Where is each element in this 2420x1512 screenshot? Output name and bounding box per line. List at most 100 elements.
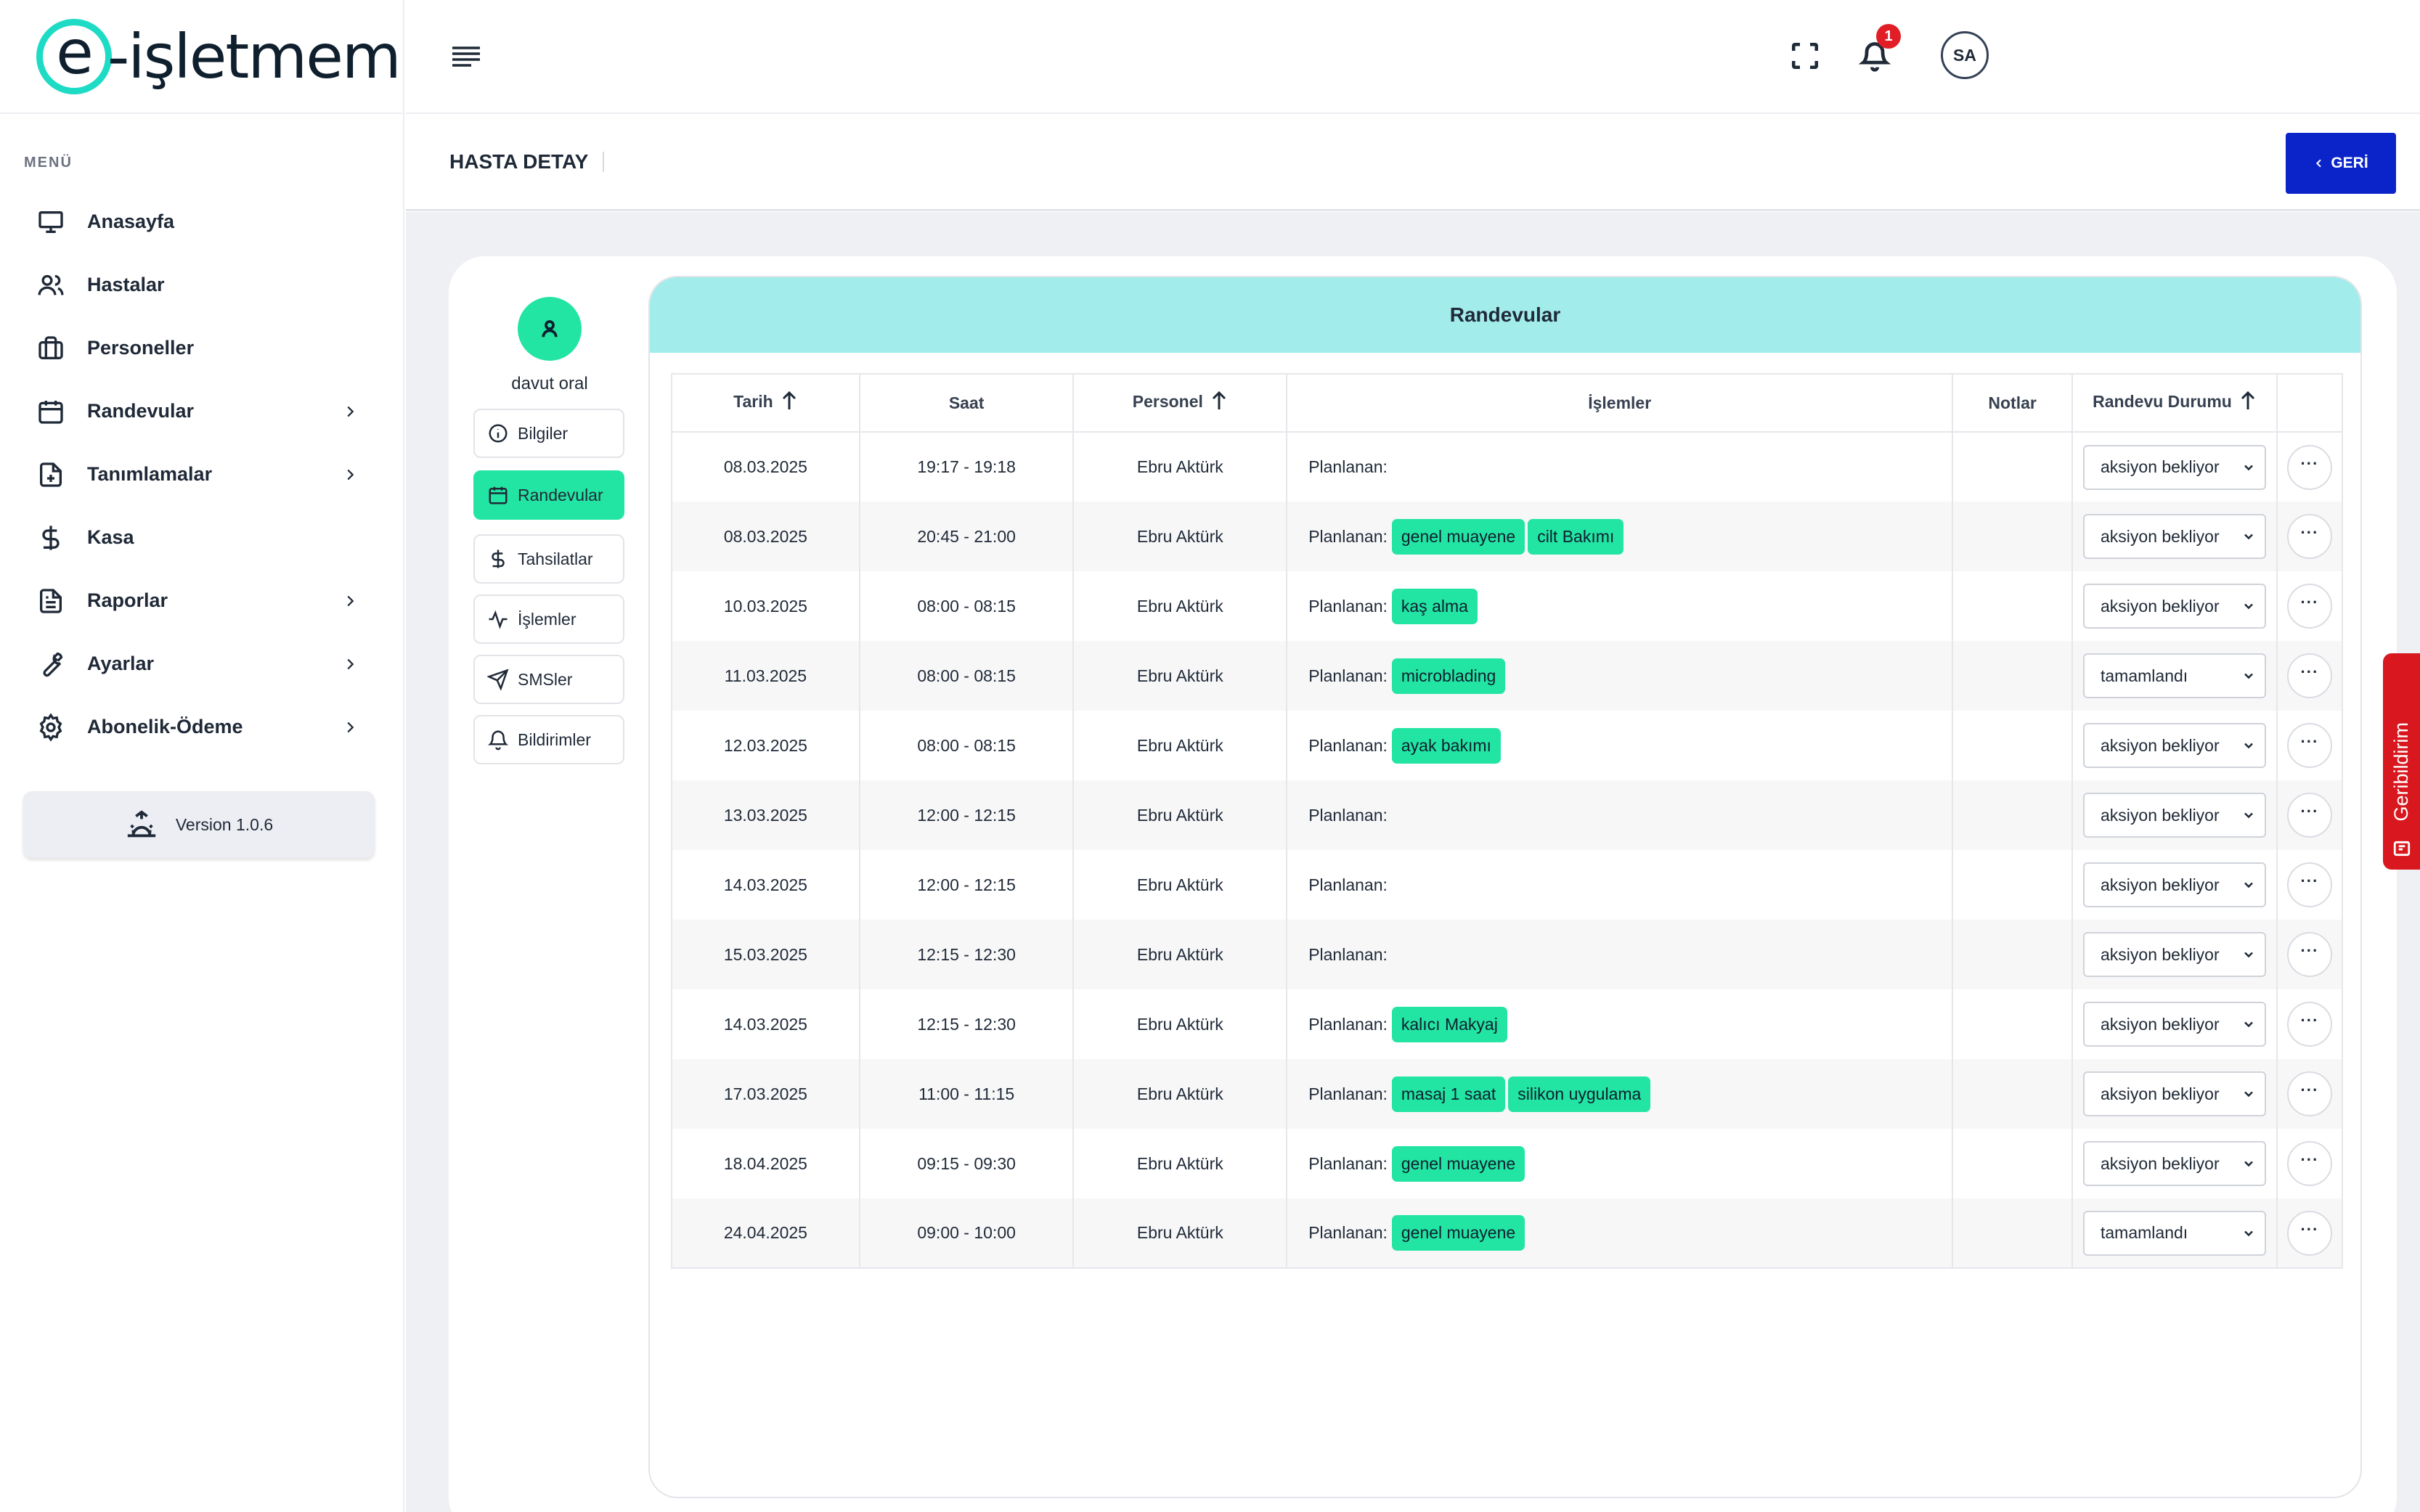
sidebar-item-abonelik-odeme[interactable]: Abonelik-Ödeme bbox=[0, 695, 403, 759]
row-more-button[interactable]: ··· bbox=[2286, 653, 2332, 698]
planned-label: Planlanan: bbox=[1308, 735, 1388, 755]
row-more-button[interactable]: ··· bbox=[2286, 1071, 2332, 1116]
cell-staff: Ebru Aktürk bbox=[1073, 571, 1288, 641]
chevron-down-icon bbox=[2244, 534, 2253, 540]
table-row: 14.03.2025 12:00 - 12:15 Ebru Aktürk Planla… bbox=[671, 850, 2344, 920]
row-more-button[interactable]: ··· bbox=[2286, 444, 2332, 490]
tab-bildirimler[interactable]: Bildirimler bbox=[473, 715, 624, 764]
cell-status: aksiyon bekliyor bbox=[2072, 432, 2278, 502]
status-select[interactable]: aksiyon bekliyor bbox=[2083, 932, 2266, 977]
status-select[interactable]: aksiyon bekliyor bbox=[2083, 1071, 2266, 1116]
status-select[interactable]: tamamlandı bbox=[2083, 1210, 2266, 1256]
status-select[interactable]: aksiyon bekliyor bbox=[2083, 444, 2266, 490]
cell-actions: ··· bbox=[2276, 641, 2344, 711]
row-more-button[interactable]: ··· bbox=[2286, 1141, 2332, 1186]
sidebar-item-label: Raporlar bbox=[87, 589, 168, 611]
sidebar-item-ayarlar[interactable]: Ayarlar bbox=[0, 632, 403, 695]
status-select[interactable]: tamamlandı bbox=[2083, 653, 2266, 698]
cell-notes bbox=[1952, 989, 2074, 1059]
cell-time: 08:00 - 08:15 bbox=[859, 641, 1075, 711]
sidebar-item-tanimlamalar[interactable]: Tanımlamalar bbox=[0, 443, 403, 506]
table-row: 08.03.2025 20:45 - 21:00 Ebru Aktürk Planla… bbox=[671, 502, 2344, 571]
row-more-button[interactable]: ··· bbox=[2286, 793, 2332, 838]
top-bar bbox=[406, 0, 2420, 114]
cell-status: tamamlandı bbox=[2072, 641, 2278, 711]
sidebar-item-kasa[interactable]: Kasa bbox=[0, 506, 403, 569]
column-header-date[interactable]: Tarih bbox=[671, 373, 860, 433]
row-more-button[interactable]: ··· bbox=[2286, 514, 2332, 559]
cell-notes bbox=[1952, 711, 2074, 780]
more-icon: ··· bbox=[2300, 941, 2319, 960]
brand-logo[interactable]: e -işletmem bbox=[36, 18, 402, 94]
row-more-button[interactable]: ··· bbox=[2286, 862, 2332, 907]
table-row: 14.03.2025 12:15 - 12:30 Ebru Aktürk Planla… bbox=[671, 989, 2344, 1059]
tab-randevular[interactable]: Randevular bbox=[473, 470, 624, 520]
cell-date: 08.03.2025 bbox=[671, 502, 860, 571]
status-select[interactable]: aksiyon bekliyor bbox=[2083, 514, 2266, 559]
row-more-button[interactable]: ··· bbox=[2286, 932, 2332, 977]
version-text: Version 1.0.6 bbox=[175, 814, 274, 834]
logo-text: -işletmem bbox=[107, 20, 402, 92]
sidebar-item-label: Abonelik-Ödeme bbox=[87, 716, 243, 737]
back-button[interactable]: GERİ bbox=[2286, 133, 2396, 194]
feedback-tab[interactable]: Geribildirim bbox=[2383, 653, 2420, 870]
cell-staff: Ebru Aktürk bbox=[1073, 989, 1288, 1059]
status-select[interactable]: aksiyon bekliyor bbox=[2083, 584, 2266, 629]
sidebar-item-randevular[interactable]: Randevular bbox=[0, 380, 403, 443]
cell-actions: ··· bbox=[2276, 850, 2344, 920]
cell-staff: Ebru Aktürk bbox=[1073, 1059, 1288, 1129]
tab-smsler[interactable]: SMSler bbox=[473, 655, 624, 704]
sidebar-item-hastalar[interactable]: Hastalar bbox=[0, 253, 403, 316]
more-icon: ··· bbox=[2300, 1151, 2319, 1169]
user-avatar[interactable]: SA bbox=[1941, 31, 1989, 79]
table-header-row: Tarih Saat Personel İşlemler Notlar Rand… bbox=[671, 373, 2344, 433]
panel-title: Randevular bbox=[650, 277, 2360, 353]
sidebar-item-anasayfa[interactable]: Anasayfa bbox=[0, 190, 403, 253]
tab-islemler[interactable]: İşlemler bbox=[473, 594, 624, 644]
file-text-icon bbox=[36, 587, 65, 616]
cell-date: 24.04.2025 bbox=[671, 1198, 860, 1269]
operation-tag: microblading bbox=[1391, 658, 1506, 694]
sidebar-item-personeller[interactable]: Personeller bbox=[0, 316, 403, 380]
cell-actions: ··· bbox=[2276, 920, 2344, 989]
column-header-staff[interactable]: Personel bbox=[1073, 373, 1288, 433]
tab-bilgiler[interactable]: Bilgiler bbox=[473, 409, 624, 458]
cell-operations: Planlanan: bbox=[1287, 780, 1954, 850]
tab-tahsilatlar[interactable]: Tahsilatlar bbox=[473, 534, 624, 584]
menu-toggle-icon[interactable] bbox=[451, 42, 481, 71]
dollar-icon bbox=[36, 523, 65, 552]
page-title: HASTA DETAY bbox=[449, 152, 605, 172]
tab-label: Bilgiler bbox=[518, 423, 569, 443]
notification-bell-icon[interactable] bbox=[1858, 39, 1891, 73]
cell-staff: Ebru Aktürk bbox=[1073, 780, 1288, 850]
row-more-button[interactable]: ··· bbox=[2286, 584, 2332, 629]
status-value: aksiyon bekliyor bbox=[2101, 457, 2220, 476]
briefcase-icon bbox=[36, 334, 65, 363]
cell-date: 17.03.2025 bbox=[671, 1059, 860, 1129]
table-row: 10.03.2025 08:00 - 08:15 Ebru Aktürk Planla… bbox=[671, 571, 2344, 641]
fullscreen-icon[interactable] bbox=[1790, 41, 1820, 71]
sidebar-item-label: Randevular bbox=[87, 400, 195, 422]
more-icon: ··· bbox=[2300, 663, 2319, 681]
status-select[interactable]: aksiyon bekliyor bbox=[2083, 723, 2266, 768]
cell-operations: Planlanan: genel muayene cilt Bakımı bbox=[1287, 502, 1954, 571]
status-select[interactable]: aksiyon bekliyor bbox=[2083, 1141, 2266, 1186]
row-more-button[interactable]: ··· bbox=[2286, 1210, 2332, 1256]
sidebar-item-label: Ayarlar bbox=[87, 653, 155, 674]
planned-label: Planlanan: bbox=[1308, 1084, 1388, 1103]
sort-up-icon bbox=[781, 391, 798, 415]
sidebar-item-raporlar[interactable]: Raporlar bbox=[0, 569, 403, 632]
row-more-button[interactable]: ··· bbox=[2286, 723, 2332, 768]
cell-date: 08.03.2025 bbox=[671, 432, 860, 502]
row-more-button[interactable]: ··· bbox=[2286, 1002, 2332, 1047]
sort-up-icon bbox=[2239, 391, 2257, 415]
column-header-status[interactable]: Randevu Durumu bbox=[2072, 373, 2278, 433]
status-select[interactable]: aksiyon bekliyor bbox=[2083, 1002, 2266, 1047]
chevron-right-icon bbox=[342, 593, 358, 609]
status-select[interactable]: aksiyon bekliyor bbox=[2083, 793, 2266, 838]
operation-tag: ayak bakımı bbox=[1391, 727, 1501, 764]
cell-operations: Planlanan: ayak bakımı bbox=[1287, 711, 1954, 780]
table-row: 18.04.2025 09:15 - 09:30 Ebru Aktürk Planla… bbox=[671, 1129, 2344, 1198]
status-select[interactable]: aksiyon bekliyor bbox=[2083, 862, 2266, 907]
table-row: 15.03.2025 12:15 - 12:30 Ebru Aktürk Planla… bbox=[671, 920, 2344, 989]
